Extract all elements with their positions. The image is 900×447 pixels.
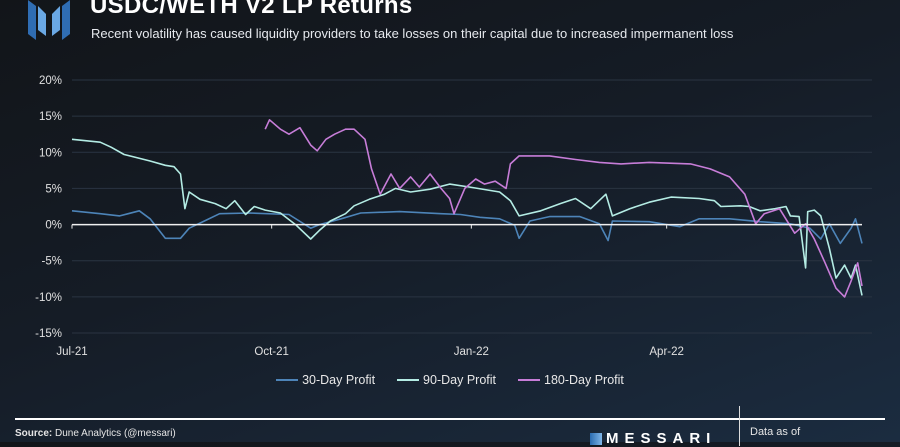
legend-label: 90-Day Profit bbox=[423, 373, 496, 387]
messari-brand: MESSARI bbox=[590, 430, 716, 447]
messari-mark-icon bbox=[590, 433, 602, 446]
y-tick-label: 20% bbox=[39, 75, 62, 87]
y-tick-label: 15% bbox=[39, 111, 62, 123]
data-as-of: Data as of bbox=[750, 426, 801, 438]
source-label: Source: bbox=[15, 428, 53, 439]
x-tick-label: Jul-21 bbox=[56, 346, 87, 358]
x-tick-label: Oct-21 bbox=[254, 346, 289, 358]
y-tick-label: 10% bbox=[39, 147, 62, 159]
legend-swatch bbox=[276, 379, 299, 381]
footer-divider-right bbox=[507, 418, 885, 420]
legend-label: 30-Day Profit bbox=[302, 373, 376, 387]
chart-subtitle: Recent volatility has caused liquidity p… bbox=[91, 26, 734, 41]
y-tick-label: -5% bbox=[42, 256, 62, 268]
legend-item: 30-Day Profit bbox=[276, 373, 375, 387]
x-tick-label: Apr-22 bbox=[649, 346, 684, 358]
legend-item: 180-Day Profit bbox=[518, 373, 624, 387]
legend-swatch bbox=[397, 379, 420, 381]
chart-title: USDC/WETH V2 LP Returns bbox=[90, 0, 413, 19]
messari-logo-icon bbox=[28, 0, 70, 40]
y-tick-label: 5% bbox=[45, 183, 62, 195]
footer-vertical-divider bbox=[739, 406, 740, 446]
legend-label: 180-Day Profit bbox=[544, 373, 624, 387]
source-text: Dune Analytics (@messari) bbox=[55, 428, 176, 439]
y-tick-label: -10% bbox=[35, 292, 62, 304]
x-tick-label: Jan-22 bbox=[454, 346, 489, 358]
line-chart: 20% 15% 10% 5% 0% -5% -10% -15% Jul-21 Oct-21 Jan-… bbox=[35, 75, 872, 358]
footer-divider bbox=[15, 418, 507, 420]
legend-swatch bbox=[518, 379, 540, 381]
series-line-180-day-profit bbox=[264, 119, 863, 298]
series-line-30-day-profit bbox=[71, 210, 863, 245]
y-tick-label: -15% bbox=[35, 328, 62, 340]
y-tick-label: 0% bbox=[45, 220, 62, 232]
source-note: Source: Dune Analytics (@messari) bbox=[15, 428, 176, 439]
brand-text: MESSARI bbox=[606, 430, 717, 447]
series-line-90-day-profit bbox=[71, 138, 863, 296]
legend-item: 90-Day Profit bbox=[397, 373, 496, 387]
chart-legend: 30-Day Profit 90-Day Profit 180-Day Profit bbox=[0, 373, 900, 387]
